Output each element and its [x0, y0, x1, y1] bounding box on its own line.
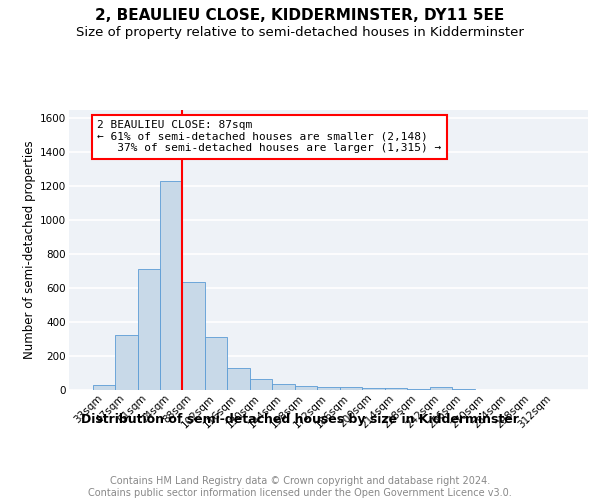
Text: Distribution of semi-detached houses by size in Kidderminster: Distribution of semi-detached houses by … [81, 412, 519, 426]
Bar [317, 386, 340, 390]
Text: Size of property relative to semi-detached houses in Kidderminster: Size of property relative to semi-detach… [76, 26, 524, 39]
Bar [385, 388, 407, 390]
Bar [205, 336, 227, 390]
Text: 2, BEAULIEU CLOSE, KIDDERMINSTER, DY11 5EE: 2, BEAULIEU CLOSE, KIDDERMINSTER, DY11 5… [95, 8, 505, 22]
Bar [362, 388, 385, 390]
Bar [452, 389, 475, 390]
Bar [295, 386, 317, 390]
Bar [182, 282, 205, 390]
Bar [227, 368, 250, 390]
Bar [115, 335, 137, 390]
Bar [407, 388, 430, 390]
Text: Contains HM Land Registry data © Crown copyright and database right 2024.
Contai: Contains HM Land Registry data © Crown c… [88, 476, 512, 498]
Text: 2 BEAULIEU CLOSE: 87sqm
← 61% of semi-detached houses are smaller (2,148)
   37%: 2 BEAULIEU CLOSE: 87sqm ← 61% of semi-de… [97, 120, 442, 154]
Bar [160, 182, 182, 390]
Bar [430, 386, 452, 390]
Bar [340, 388, 362, 390]
Bar [250, 379, 272, 390]
Y-axis label: Number of semi-detached properties: Number of semi-detached properties [23, 140, 36, 360]
Bar [272, 384, 295, 390]
Bar [92, 385, 115, 390]
Bar [137, 268, 160, 390]
